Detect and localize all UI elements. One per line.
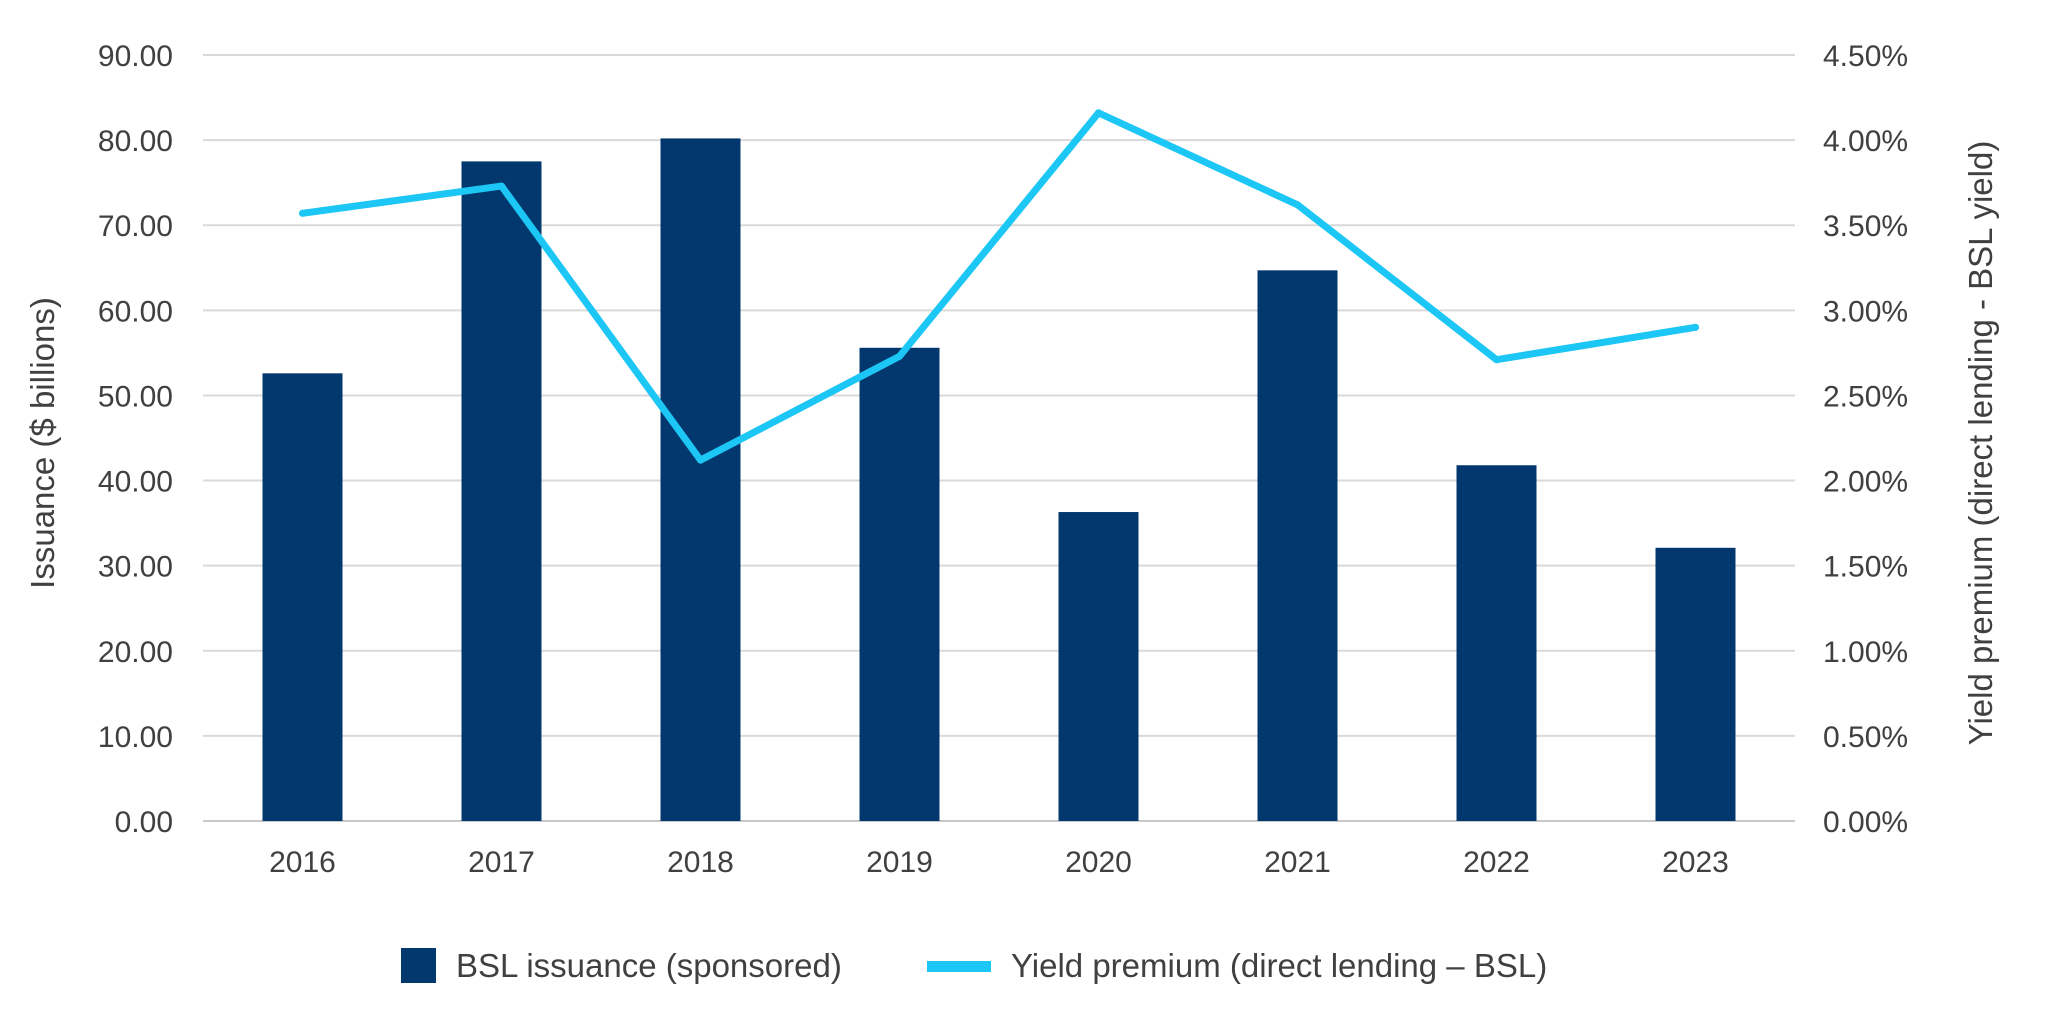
legend-label-bar: BSL issuance (sponsored) (456, 947, 842, 984)
gridlines (203, 54, 1795, 822)
y-axis-right-tick: 2.50% (1823, 380, 1908, 413)
x-axis-tick: 2022 (1463, 846, 1530, 879)
y-axis-left-tick: 60.00 (98, 295, 173, 328)
y-axis-left-tick: 30.00 (98, 551, 173, 584)
line-point (1493, 356, 1500, 364)
bar (660, 138, 741, 822)
bar-series (262, 138, 1736, 822)
bar (859, 347, 940, 821)
y-axis-left-tick: 20.00 (98, 636, 173, 669)
bar (262, 373, 343, 821)
bar (461, 161, 542, 821)
y-axis-left-tick: 0.00 (115, 806, 173, 839)
y-axis-left-tick: 50.00 (98, 380, 173, 413)
y-axis-right-tick: 3.50% (1823, 210, 1908, 243)
axes: Issuance ($ billions) Yield premium (dir… (24, 40, 1999, 879)
x-axis-tick: 2021 (1264, 846, 1331, 879)
y-axis-left-tick: 90.00 (98, 40, 173, 73)
bar (1257, 270, 1338, 821)
y-axis-right-tick: 1.00% (1823, 636, 1908, 669)
y-axis-right-tick: 0.50% (1823, 721, 1908, 754)
y-axis-left-tick: 80.00 (98, 125, 173, 158)
y-axis-right-tick: 4.00% (1823, 125, 1908, 158)
legend-swatch-bar (401, 948, 436, 983)
x-axis-tick: 2019 (866, 846, 933, 879)
bar (1456, 465, 1537, 821)
line-point (498, 182, 505, 190)
legend-label-line: Yield premium (direct lending – BSL) (1011, 947, 1547, 984)
x-axis-tick: 2020 (1065, 846, 1132, 879)
line-point (896, 352, 903, 360)
x-axis-tick: 2017 (468, 846, 535, 879)
line-point (1095, 109, 1102, 117)
bar (1655, 547, 1736, 821)
y-axis-right-tick: 1.50% (1823, 551, 1908, 584)
series-line (299, 109, 1699, 464)
y-axis-right-tick: 4.50% (1823, 40, 1908, 73)
y-axis-right-tick: 2.00% (1823, 466, 1908, 499)
y-axis-left-title: Issuance ($ billions) (24, 297, 61, 589)
line-point (1692, 323, 1699, 331)
line-point (1294, 201, 1301, 209)
y-axis-left-tick: 40.00 (98, 466, 173, 499)
y-axis-left-tick: 10.00 (98, 721, 173, 754)
x-axis-tick: 2016 (269, 846, 336, 879)
y-axis-right-tick: 3.00% (1823, 295, 1908, 328)
line-point (697, 456, 704, 464)
y-axis-left-tick: 70.00 (98, 210, 173, 243)
x-axis-tick: 2023 (1662, 846, 1729, 879)
y-axis-right-tick: 0.00% (1823, 806, 1908, 839)
line-point (299, 209, 306, 217)
legend-swatch-line (927, 961, 991, 972)
x-axis-tick: 2018 (667, 846, 734, 879)
line-series (299, 109, 1699, 464)
legend: BSL issuance (sponsored) Yield premium (… (401, 947, 1547, 984)
y-axis-right-title: Yield premium (direct lending - BSL yiel… (1962, 141, 1999, 746)
bar (1058, 512, 1139, 821)
